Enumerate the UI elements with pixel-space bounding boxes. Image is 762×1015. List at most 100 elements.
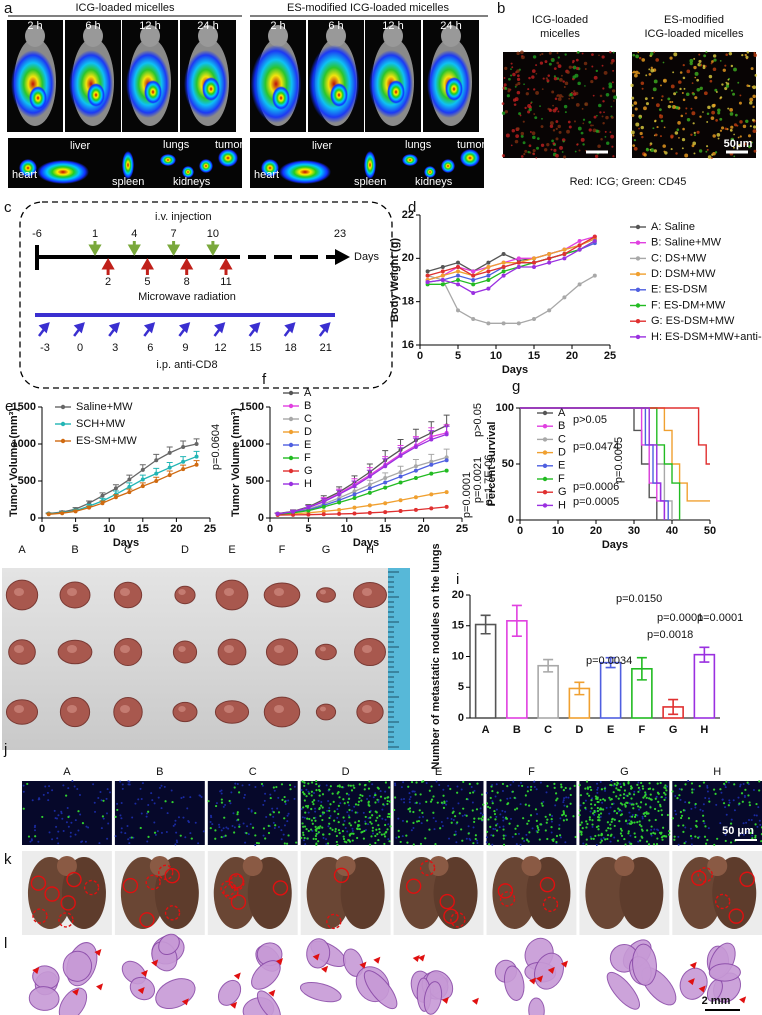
nucleus: [481, 813, 484, 816]
cd8-cell: [695, 825, 698, 828]
cd8-cell: [389, 825, 392, 828]
nucleus: [733, 809, 736, 812]
nucleus: [457, 802, 460, 805]
cell: [541, 117, 543, 120]
cd8-cell: [376, 798, 379, 801]
cell: [691, 111, 696, 116]
nucleus: [595, 843, 598, 846]
cd8-cell: [663, 786, 666, 789]
cell: [738, 144, 742, 148]
marker: [486, 260, 491, 265]
annotation: p=0.0474: [573, 441, 619, 453]
marker: [501, 273, 506, 278]
marker: [413, 507, 418, 512]
nucleus: [519, 843, 522, 846]
cd8-cell: [481, 818, 484, 822]
nucleus: [74, 833, 77, 836]
cell: [715, 91, 718, 93]
legend-label: A: [558, 407, 566, 419]
marker: [181, 467, 186, 472]
cd8-cell: [647, 812, 650, 815]
day-label: 23: [334, 228, 346, 240]
cell: [609, 51, 612, 54]
cd8-cell: [613, 824, 616, 828]
panel-title: ES-modified ICG-loaded micelles: [287, 2, 450, 14]
cd8-cell: [418, 809, 421, 812]
cd8-cell: [317, 826, 320, 829]
cell: [659, 114, 662, 117]
cd8-cell: [580, 833, 583, 836]
cd8-cell: [407, 785, 410, 788]
cell: [551, 90, 555, 94]
nucleus: [387, 823, 390, 826]
x-tick-label: H: [700, 724, 708, 736]
cd8-cell: [611, 802, 614, 806]
tissue: [534, 952, 564, 990]
cd8-cell: [613, 818, 616, 821]
cell: [531, 69, 536, 73]
legend-marker: [635, 224, 641, 230]
nodule-arrow: [418, 954, 426, 962]
nucleus: [177, 816, 180, 819]
cd8-cell: [638, 820, 641, 823]
cd8-cell: [619, 832, 623, 835]
cell: [648, 72, 652, 76]
nucleus: [494, 828, 497, 831]
cd8-cell: [680, 814, 684, 817]
antibody-arrow: [178, 322, 191, 337]
cd8-cell: [589, 785, 592, 789]
cd8-cell: [320, 804, 323, 807]
legend-marker: [60, 421, 66, 427]
marker: [100, 501, 105, 506]
cd8-cell: [556, 797, 559, 800]
cd8-cell: [309, 828, 313, 831]
cd8-cell: [473, 817, 476, 820]
cd8-cell: [236, 811, 239, 814]
cell: [611, 59, 615, 63]
signal: [144, 80, 162, 104]
nucleus: [301, 816, 304, 819]
nucleus: [517, 784, 520, 787]
nucleus: [678, 787, 681, 790]
cd8-cell: [605, 829, 608, 832]
marker: [337, 500, 342, 505]
cd8-cell: [275, 785, 278, 789]
nucleus: [175, 839, 178, 842]
marker: [547, 252, 552, 256]
nucleus: [71, 780, 74, 783]
cd8-cell: [659, 805, 662, 808]
legend-marker: [288, 442, 294, 448]
cell: [510, 62, 513, 65]
cd8-cell: [468, 782, 471, 786]
cell: [539, 61, 544, 65]
cd8-cell: [436, 801, 439, 804]
nucleus: [286, 814, 289, 817]
scale-label: 50 μm: [722, 825, 754, 837]
label: Microwave radiation: [138, 291, 236, 303]
cd8-cell: [585, 826, 588, 829]
nucleus: [495, 815, 498, 818]
nucleus: [479, 812, 482, 815]
day-label: 9: [182, 342, 188, 354]
cd8-cell: [538, 838, 541, 841]
cd8-cell: [376, 833, 379, 836]
cell: [516, 69, 520, 73]
cell: [631, 104, 634, 107]
cd8-cell: [630, 815, 634, 818]
cell: [514, 85, 517, 88]
cd8-cell: [663, 791, 666, 794]
organ-label: liver: [312, 140, 333, 152]
cd8-cell: [364, 822, 367, 825]
nodule-arrow: [321, 965, 329, 973]
legend-marker: [60, 438, 66, 444]
cell: [548, 62, 552, 66]
cd8-cell: [357, 800, 361, 803]
marker: [486, 273, 491, 278]
cd8-cell: [305, 805, 308, 808]
cd8-cell: [747, 794, 750, 797]
cell: [641, 135, 644, 139]
cell: [692, 141, 697, 146]
cd8-cell: [449, 787, 452, 791]
nucleus: [515, 843, 518, 846]
nodule-circle: [728, 908, 744, 924]
